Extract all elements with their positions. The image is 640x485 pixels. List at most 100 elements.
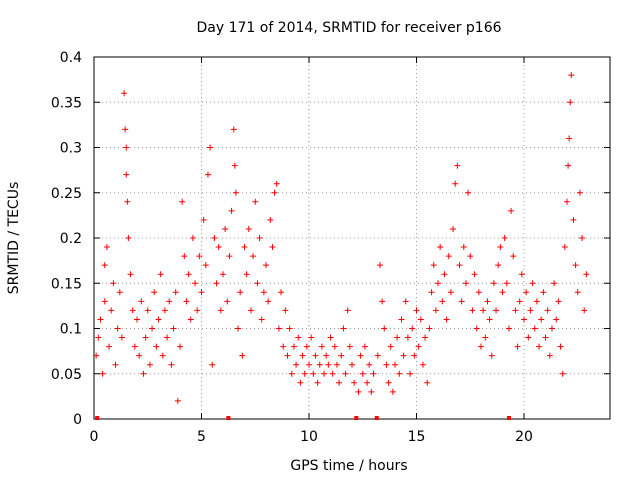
- data-point: [308, 334, 315, 341]
- data-point: [271, 189, 278, 196]
- data-point: [123, 171, 130, 178]
- data-point: [576, 189, 583, 196]
- data-point: [523, 289, 530, 296]
- data-point: [505, 325, 512, 332]
- data-point: [314, 379, 321, 386]
- data-point: [493, 307, 500, 314]
- data-point: [435, 280, 441, 287]
- y-axis-label: SRMTID / TECUs: [6, 182, 22, 295]
- data-point: [349, 361, 355, 368]
- data-point: [254, 280, 261, 287]
- data-point: [312, 352, 319, 359]
- data-point: [447, 289, 454, 296]
- data-point: [192, 280, 199, 287]
- y-tick-label: 0.4: [60, 50, 82, 66]
- data-point: [536, 343, 543, 350]
- data-point: [413, 307, 420, 314]
- y-tick-label: 0: [73, 412, 82, 428]
- data-point: [490, 280, 497, 287]
- data-point: [146, 361, 153, 368]
- data-point: [161, 307, 168, 314]
- data-point: [437, 244, 444, 251]
- data-point: [359, 370, 366, 377]
- data-point: [331, 343, 338, 350]
- data-point: [370, 370, 377, 377]
- data-point: [136, 352, 143, 359]
- data-point: [531, 325, 538, 332]
- data-point: [419, 361, 426, 368]
- data-point: [336, 379, 343, 386]
- data-point: [282, 307, 289, 314]
- data-point: [297, 379, 304, 386]
- y-tick-label: 0.15: [51, 276, 82, 292]
- data-point: [245, 225, 252, 232]
- data-point: [581, 307, 588, 314]
- data-point: [293, 361, 300, 368]
- zero-markers: [95, 416, 511, 420]
- data-point: [565, 162, 572, 169]
- data-point: [368, 388, 375, 395]
- data-point: [106, 343, 113, 350]
- data-point: [101, 298, 108, 305]
- data-point: [428, 289, 435, 296]
- data-point: [131, 343, 138, 350]
- data-point: [396, 370, 403, 377]
- chart-title: Day 171 of 2014, SRMTID for receiver p16…: [196, 20, 501, 36]
- data-point: [445, 253, 452, 260]
- x-tick-label: 5: [197, 429, 206, 445]
- data-point: [518, 271, 525, 278]
- data-point: [551, 280, 558, 287]
- data-point: [243, 271, 250, 278]
- data-point: [267, 216, 274, 223]
- data-point: [467, 253, 474, 260]
- data-point: [398, 316, 405, 323]
- data-point: [454, 162, 461, 169]
- data-point: [290, 343, 297, 350]
- data-point: [196, 253, 203, 260]
- data-point: [151, 289, 158, 296]
- data-point: [381, 325, 388, 332]
- data-point: [258, 316, 265, 323]
- data-point: [303, 343, 310, 350]
- data-point: [207, 144, 214, 151]
- data-point: [402, 298, 409, 305]
- data-point: [364, 379, 371, 386]
- data-point: [252, 198, 259, 205]
- data-point: [417, 316, 424, 323]
- data-point: [122, 126, 129, 133]
- data-point: [134, 316, 140, 323]
- x-tick-label: 20: [515, 429, 533, 445]
- data-point: [155, 316, 162, 323]
- data-point: [316, 361, 323, 368]
- data-point: [383, 361, 390, 368]
- data-point: [108, 307, 115, 314]
- data-point: [510, 253, 517, 260]
- data-point: [114, 325, 121, 332]
- data-point: [516, 298, 523, 305]
- data-point: [247, 307, 254, 314]
- data-point: [263, 262, 269, 269]
- data-point: [499, 289, 506, 296]
- data-point: [144, 307, 151, 314]
- y-tick-label: 0.35: [51, 95, 82, 111]
- data-point: [204, 171, 211, 178]
- data-point: [338, 352, 345, 359]
- data-point: [129, 307, 136, 314]
- data-point: [404, 334, 411, 341]
- data-point: [217, 307, 224, 314]
- data-point: [361, 343, 368, 350]
- x-tick-label: 0: [90, 429, 99, 445]
- y-tick-label: 0.2: [60, 231, 82, 247]
- data-point: [452, 180, 459, 187]
- data-point: [538, 316, 545, 323]
- data-point: [189, 235, 196, 241]
- data-point: [407, 370, 414, 377]
- data-point: [153, 343, 160, 350]
- data-point: [273, 180, 280, 187]
- data-point: [230, 126, 237, 133]
- data-point: [508, 207, 515, 214]
- data-point: [462, 280, 469, 287]
- data-point: [379, 298, 386, 305]
- data-point: [456, 262, 463, 269]
